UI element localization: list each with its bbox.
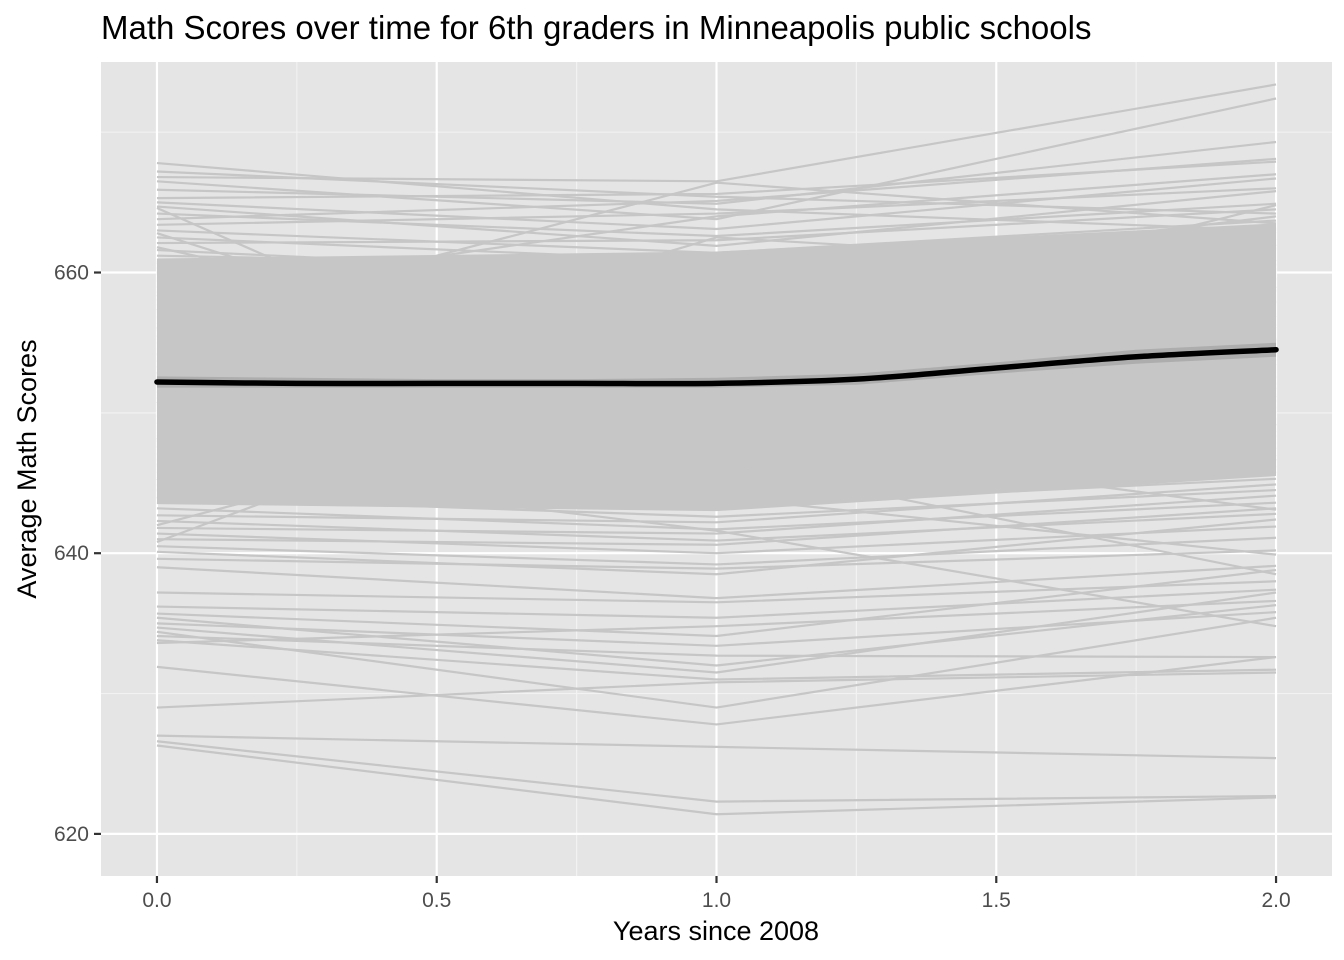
school-line — [156, 333, 1277, 544]
school-line — [156, 236, 1277, 405]
school-line — [156, 634, 1277, 659]
school-line — [156, 83, 1277, 183]
school-line — [156, 338, 1277, 378]
school-line — [156, 173, 1277, 298]
school-line — [156, 483, 1277, 524]
school-line — [156, 580, 1277, 604]
school-line — [156, 564, 1277, 600]
x-axis-title: Years since 2008 — [613, 916, 819, 946]
school-line — [156, 310, 1277, 333]
school-line — [156, 734, 1277, 760]
school-line — [156, 477, 1277, 507]
school-line — [156, 219, 1277, 254]
school-line — [156, 285, 1277, 309]
school-line — [156, 307, 1277, 511]
school-line — [156, 462, 1277, 628]
school-line — [156, 243, 1277, 482]
school-line — [156, 441, 1277, 472]
school-line — [156, 568, 1277, 638]
x-tick-label: 1.0 — [702, 889, 731, 912]
x-axis: 0.0 0.5 1.0 1.5 2.0 — [142, 876, 1291, 912]
y-tick-label: 640 — [54, 542, 89, 565]
school-line — [156, 277, 1277, 306]
school-line — [156, 655, 1277, 726]
school-line — [156, 599, 1277, 645]
school-line — [156, 140, 1277, 205]
school-line — [156, 512, 1277, 542]
school-line — [156, 434, 1277, 475]
school-line — [156, 170, 1277, 215]
school-line — [156, 740, 1277, 803]
school-line — [156, 446, 1277, 486]
school-line — [156, 458, 1277, 500]
school-line — [156, 616, 1277, 709]
school-line — [156, 386, 1277, 426]
school-line — [156, 611, 1277, 647]
school-line — [156, 488, 1277, 518]
school-line — [156, 588, 1277, 619]
series-layer — [156, 83, 1277, 816]
school-line — [156, 494, 1277, 535]
x-tick-label: 0.5 — [422, 889, 451, 912]
school-line — [156, 246, 1277, 462]
school-line — [156, 326, 1277, 363]
school-line — [156, 453, 1277, 483]
school-line — [156, 177, 1277, 231]
school-line — [156, 744, 1277, 816]
y-tick-label: 620 — [54, 823, 89, 846]
x-tick-label: 2.0 — [1261, 889, 1290, 912]
school-line — [156, 288, 1277, 319]
school-line — [156, 549, 1277, 570]
school-line — [156, 422, 1277, 462]
school-line — [156, 410, 1277, 451]
y-axis-title: Average Math Scores — [12, 339, 42, 598]
school-line — [156, 226, 1277, 269]
school-line — [156, 237, 1277, 270]
school-line — [156, 375, 1277, 413]
school-line — [156, 208, 1277, 245]
school-line — [156, 604, 1277, 667]
school-line — [156, 181, 1277, 330]
smooth-trend-line — [154, 346, 1279, 387]
x-tick-label: 0.0 — [142, 889, 171, 912]
school-line — [156, 639, 1277, 681]
school-line — [156, 536, 1277, 566]
y-tick-label: 660 — [54, 262, 89, 285]
chart-title: Math Scores over time for 6th graders in… — [101, 9, 1091, 46]
x-tick-label: 1.5 — [982, 889, 1011, 912]
school-line — [156, 507, 1277, 546]
school-line — [156, 501, 1277, 531]
school-line — [156, 671, 1277, 709]
school-line — [156, 394, 1277, 423]
school-line — [156, 371, 1277, 556]
school-line — [156, 298, 1277, 325]
school-line — [156, 187, 1277, 226]
y-axis: 620 640 660 — [54, 262, 101, 846]
smooth-layer — [154, 342, 1279, 388]
school-line — [156, 157, 1277, 221]
